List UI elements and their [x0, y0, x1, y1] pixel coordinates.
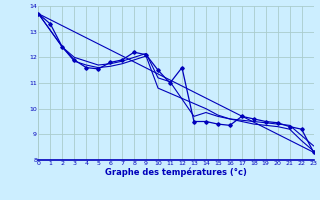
X-axis label: Graphe des températures (°c): Graphe des températures (°c) [105, 168, 247, 177]
